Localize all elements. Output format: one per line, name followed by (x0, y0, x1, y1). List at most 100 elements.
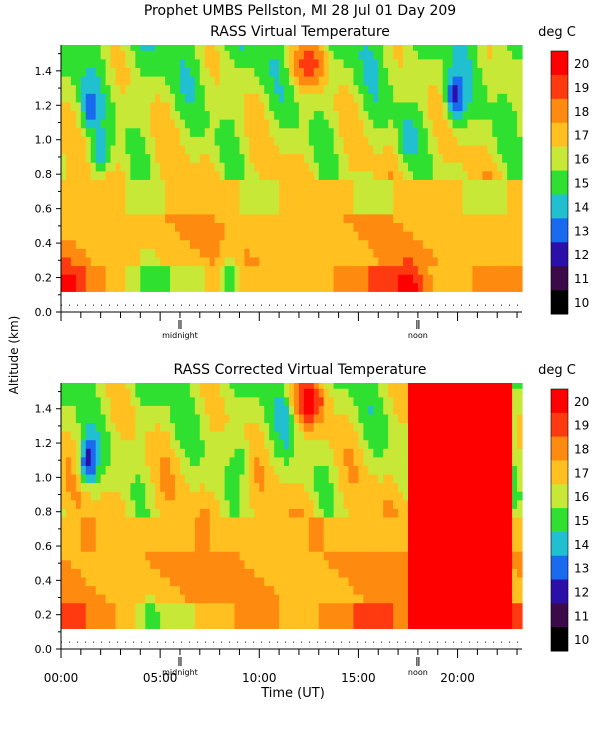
panel1-heat-cell (145, 153, 151, 163)
panel1-heat-cell (462, 282, 469, 292)
panel2-heat-cell (145, 525, 151, 535)
panel2-heat-cell (234, 619, 241, 630)
panel2-heat-cell (189, 473, 196, 484)
panel2-heat-cell (135, 525, 141, 535)
panel2-heat-cell (358, 413, 364, 424)
panel2-heat-cell (145, 465, 151, 475)
panel2-heat-cell (244, 405, 250, 415)
panel1-heat-cell (403, 101, 409, 112)
panel1-heat-cell (378, 119, 384, 129)
panel2-heat-cell (199, 439, 206, 449)
panel1-heat-cell (80, 45, 87, 51)
panel2-heat-cell (274, 585, 280, 595)
panel1-heat-cell (120, 256, 127, 267)
panel1-heat-cell (274, 84, 280, 94)
panel1-heat-cell (393, 127, 399, 137)
panel2-heat-cell (407, 422, 414, 432)
panel1-heat-cell (61, 248, 67, 258)
panel1-heat-cell (75, 50, 82, 60)
panel2-heat-cell (323, 576, 330, 587)
panel2-heat-cell (363, 559, 369, 569)
panel1-heat-cell (214, 213, 221, 224)
panel1-heat-cell (80, 196, 87, 206)
panel1-heat-cell (373, 110, 379, 120)
panel2-heat-cell (318, 456, 325, 466)
panel1-heat-cell (373, 101, 379, 112)
panel2-heat-cell (244, 602, 250, 612)
panel2-heat-cell (393, 448, 399, 458)
panel2-heat-cell (254, 473, 260, 484)
panel1-heat-cell (65, 58, 72, 68)
panel1-heat-cell (179, 282, 186, 292)
panel2-heat-cell (432, 594, 439, 604)
panel1-heat-cell (492, 239, 498, 249)
panel1-heat-cell (393, 58, 399, 68)
panel1-heat-cell (274, 282, 280, 292)
panel1-heat-cell (189, 274, 196, 284)
panel1-heat-cell (105, 153, 112, 163)
panel2-heat-cell (422, 516, 429, 527)
panel2-heat-cell (234, 568, 241, 578)
panel1-heat-cell (492, 222, 498, 232)
panel1-heat-cell (289, 45, 295, 51)
panel1-heat-cell (403, 256, 409, 267)
panel1-heat-cell (383, 76, 389, 86)
panel1-heat-cell (308, 162, 315, 172)
panel2-heat-cell (373, 516, 379, 527)
panel1-heat-cell (85, 101, 92, 112)
panel2-heat-cell (338, 456, 345, 466)
panel1-heat-cell (65, 93, 72, 103)
panel2-heat-cell (284, 448, 290, 458)
panel1-heat-cell (358, 205, 364, 215)
panel2-heat-cell (373, 542, 379, 552)
panel2-heat-cell (155, 431, 161, 441)
panel2-heat-cell (333, 602, 340, 612)
panel2-heat-cell (398, 568, 404, 578)
panel1-heat-cell (472, 213, 478, 224)
panel1-heat-cell (254, 222, 260, 232)
panel1-heat-cell (95, 213, 102, 224)
panel2-heat-cell (328, 525, 335, 535)
panel1-heat-cell (85, 265, 92, 275)
panel1-heat-cell (204, 170, 211, 180)
panel2-heat-cell (254, 482, 260, 492)
panel2-heat-cell (363, 491, 369, 501)
panel1-heat-cell (303, 84, 310, 94)
panel2-heat-cell (308, 611, 315, 621)
panel2-heat-cell (140, 431, 146, 441)
panel2-heat-cell (373, 383, 379, 389)
panel2-heat-cell (254, 585, 260, 595)
panel2-heat-cell (333, 568, 340, 578)
panel1-heat-cell (95, 76, 102, 86)
panel1-heat-cell (120, 136, 127, 146)
panel1-heat-cell (234, 170, 241, 180)
panel1-heat-cell (279, 282, 285, 292)
panel1-heat-cell (502, 58, 508, 68)
panel2-heat-cell (333, 551, 340, 561)
panel1-heat-cell (194, 45, 201, 51)
panel1-heat-cell (417, 231, 424, 241)
panel2-heat-cell (120, 413, 127, 424)
panel1-heat-cell (70, 231, 77, 241)
panel1-heat-cell (219, 45, 226, 51)
panel2-heat-cell (155, 439, 161, 449)
panel2-heat-cell (95, 602, 102, 612)
panel1-heat-cell (269, 179, 275, 189)
panel1-heat-cell (467, 127, 474, 137)
panel2-heat-cell (308, 448, 315, 458)
panel2-heat-cell (135, 576, 141, 587)
panel2-heat-cell (284, 551, 290, 561)
panel2-heat-cell (313, 383, 320, 389)
panel1-heat-cell (184, 93, 191, 103)
panel1-heat-cell (318, 274, 325, 284)
panel1-heat-cell (442, 170, 449, 180)
panel1-heat-cell (135, 50, 141, 60)
panel2-heat-cell (417, 542, 424, 552)
panel2-heat-cell (323, 431, 330, 441)
panel1-heat-cell (249, 119, 255, 129)
panel1-heat-cell (412, 170, 419, 180)
panel1-heat-cell (254, 127, 260, 137)
panel1-heat-cell (313, 274, 320, 284)
panel1-colorbar-swatch (551, 266, 568, 291)
panel1-heat-cell (368, 58, 374, 68)
